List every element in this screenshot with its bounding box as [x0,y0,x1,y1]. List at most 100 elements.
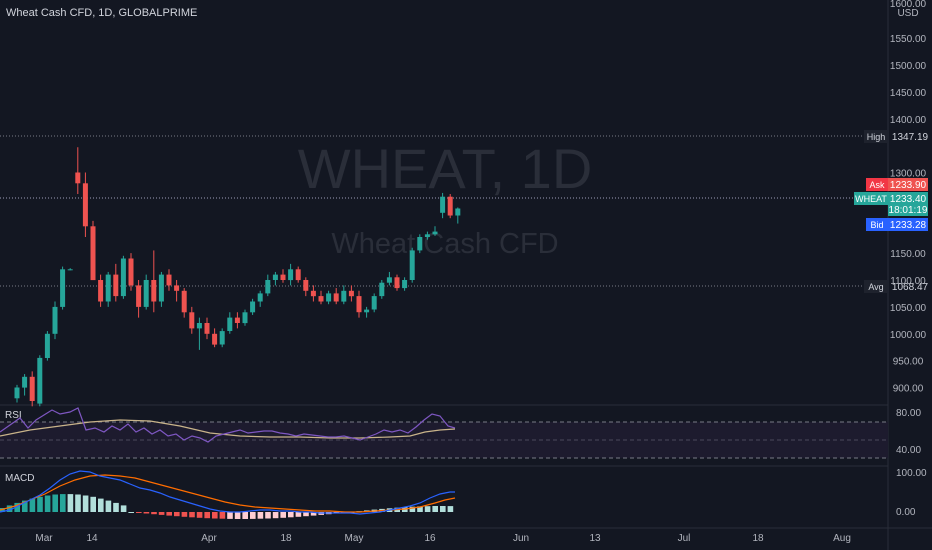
macd-bar [204,512,210,519]
time-tick: 16 [424,533,436,544]
svg-text:18:01:19: 18:01:19 [889,205,928,216]
candle-body [333,293,339,302]
macd-bar [257,512,264,519]
svg-text:Bid: Bid [870,220,883,230]
candle-body [424,234,430,237]
candle-body [348,290,354,297]
price-tick: 1500.00 [890,61,927,72]
macd-bar [295,512,302,517]
bid-marker: Bid 1233.28 [866,218,928,231]
macd-bar [113,502,119,512]
candle-body [136,285,142,307]
macd-bar [227,512,233,519]
svg-text:1347.19: 1347.19 [892,132,929,143]
macd-bar [120,505,127,512]
candle-body [402,280,408,289]
svg-text:1233.40: 1233.40 [890,194,927,205]
watermark-name: Wheat Cash CFD [331,228,558,260]
svg-text:WHEAT: WHEAT [855,194,887,204]
price-tick: 1400.00 [890,115,927,126]
macd-line [0,470,455,515]
candle-body [90,226,96,281]
macd-bar [90,496,96,512]
macd-bar [6,505,13,512]
candle-body [455,208,461,216]
macd-bar [219,512,226,519]
macd-bar [143,512,150,514]
price-tick: 950.00 [893,357,924,368]
macd-bar [60,494,66,512]
price-tick: 1300.00 [890,169,927,180]
candle-body [174,285,180,291]
candle-body [432,231,438,235]
candle-body [196,323,202,329]
candle-body [386,277,392,283]
macd-bar [196,512,203,518]
candle-body [120,258,126,297]
time-tick: Apr [201,533,217,544]
avg-marker: Avg 1068.47 [864,280,929,293]
macd-panel: MACD 100.00 0.00 [0,468,927,519]
time-tick: 14 [86,533,98,544]
candle-body [37,357,43,404]
price-axis[interactable]: 1550.00 1500.00 1450.00 1400.00 1300.00 1150.… [890,34,927,394]
candle-body [52,306,58,334]
candle-body [234,317,240,323]
candle-body [409,250,415,280]
rsi-panel: RSI 80.00 40.00 [0,407,921,459]
macd-bar [98,498,104,512]
macd-bar [272,512,279,519]
candle-body [265,280,271,294]
macd-tick-100: 100.00 [896,468,927,479]
time-axis[interactable]: Mar 14 Apr 18 May 16 Jun 13 Jul 18 Aug [35,533,851,544]
candle-body [295,269,301,281]
macd-bar [250,512,256,519]
candle-body [379,282,385,297]
candle-body [143,280,149,307]
macd-bar [424,506,431,512]
candle-body [288,269,294,281]
time-tick: Jun [513,533,529,544]
candle-body [44,333,50,358]
candle-body [29,376,35,401]
macd-bar [265,512,271,519]
macd-label: MACD [5,473,34,484]
macd-bar [440,506,446,512]
candle-body [257,293,263,302]
time-tick: 18 [752,533,764,544]
svg-text:1068.47: 1068.47 [892,282,929,293]
macd-bar [303,512,309,517]
candle-body [447,196,453,216]
macd-bar [0,508,5,512]
macd-bar [310,512,317,516]
svg-text:Avg: Avg [868,282,883,292]
macd-histogram [0,494,454,519]
candle-body [14,387,20,399]
currency-label: USD [897,8,918,19]
candle-body [67,269,73,271]
candle-body [440,196,446,213]
candle-body [318,296,324,302]
candle-body [212,333,218,345]
candle-body [219,331,225,345]
macd-bar [128,512,134,513]
candle-body [204,323,210,334]
svg-text:Ask: Ask [869,180,885,190]
candlestick-series [14,147,461,407]
candle-body [82,183,88,227]
macd-bar [52,494,58,512]
candle-body [394,277,400,289]
watermark-symbol: WHEAT, 1D [298,137,593,200]
ask-marker: Ask 1233.90 [866,178,928,191]
macd-bar [288,512,294,518]
macd-bar [105,500,112,512]
chart-title[interactable]: Wheat Cash CFD, 1D, GLOBALPRIME [6,7,197,19]
macd-bar [75,494,81,512]
svg-text:High: High [867,132,886,142]
candle-body [113,274,119,297]
macd-bar [181,512,188,517]
candle-body [326,293,332,302]
candle-body [250,301,256,313]
price-tick: 1450.00 [890,88,927,99]
